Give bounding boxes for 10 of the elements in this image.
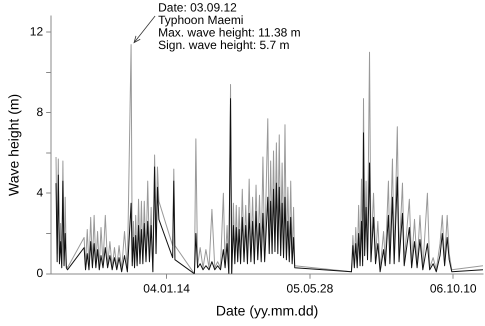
y-tick-label: 4	[36, 186, 44, 200]
x-tick-label: 06.10.10	[430, 281, 477, 296]
y-tick-label: 12	[30, 24, 44, 38]
y-tick-label: 0	[36, 266, 44, 280]
y-tick-label: 8	[36, 104, 44, 119]
x-tick-label: 05.05.28	[286, 281, 334, 296]
y-axis-title: Wave height (m)	[5, 94, 22, 196]
x-tick-label: 04.01.14	[143, 281, 190, 296]
annotation: Date: 03.09.12 Typhoon Maemi Max. wave height: 11.38 m Sign. wave height: 5.7 m	[158, 0, 301, 52]
x-axis-title: Date (yy.mm.dd)	[216, 302, 318, 318]
